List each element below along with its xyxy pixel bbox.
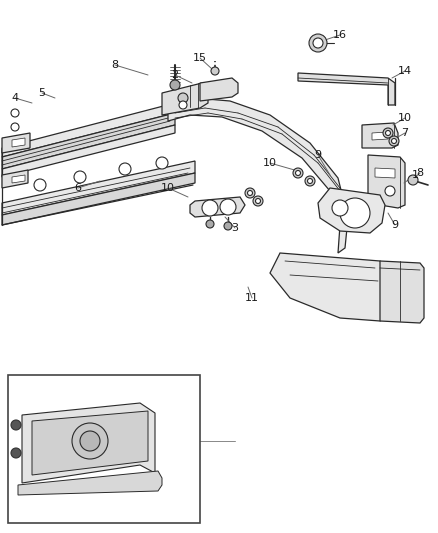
Circle shape (332, 200, 348, 216)
Text: 9: 9 (392, 220, 399, 230)
Polygon shape (2, 161, 195, 215)
Polygon shape (12, 175, 25, 183)
Text: 8: 8 (111, 60, 119, 70)
Text: 5: 5 (39, 88, 46, 98)
Circle shape (247, 190, 252, 196)
Text: 7: 7 (402, 128, 409, 138)
Text: 1: 1 (411, 170, 418, 180)
Circle shape (74, 171, 86, 183)
Text: 10: 10 (398, 113, 412, 123)
Polygon shape (2, 170, 28, 188)
Bar (8, 375, 200, 523)
Circle shape (293, 168, 303, 178)
Text: 3: 3 (232, 223, 239, 233)
Polygon shape (190, 197, 245, 217)
Polygon shape (2, 133, 30, 153)
Circle shape (34, 179, 46, 191)
Circle shape (119, 163, 131, 175)
Polygon shape (372, 132, 388, 140)
Polygon shape (12, 138, 25, 147)
Circle shape (11, 123, 19, 131)
Circle shape (383, 128, 393, 138)
Text: 2: 2 (171, 70, 179, 80)
Circle shape (296, 171, 300, 175)
Circle shape (80, 431, 100, 451)
Circle shape (385, 186, 395, 196)
Circle shape (178, 93, 188, 103)
Text: 6: 6 (74, 183, 81, 193)
Circle shape (211, 67, 219, 75)
Polygon shape (380, 261, 424, 323)
Circle shape (156, 157, 168, 169)
Circle shape (72, 423, 108, 459)
Polygon shape (2, 173, 195, 225)
Polygon shape (375, 168, 395, 178)
Circle shape (408, 175, 418, 185)
Circle shape (11, 109, 19, 117)
Polygon shape (318, 188, 385, 233)
Polygon shape (32, 411, 148, 475)
Polygon shape (2, 103, 175, 157)
Polygon shape (2, 125, 175, 177)
Circle shape (206, 220, 214, 228)
Circle shape (305, 176, 315, 186)
Text: 4: 4 (11, 93, 18, 103)
Text: 14: 14 (398, 66, 412, 76)
Circle shape (179, 101, 187, 109)
Circle shape (389, 136, 399, 146)
Polygon shape (168, 98, 348, 253)
Text: 15: 15 (193, 53, 207, 63)
Text: 11: 11 (245, 293, 259, 303)
Circle shape (245, 188, 255, 198)
Text: 8: 8 (417, 168, 424, 178)
Circle shape (170, 80, 180, 90)
Circle shape (11, 448, 21, 458)
Circle shape (11, 420, 21, 430)
Polygon shape (162, 83, 208, 115)
Circle shape (202, 200, 218, 216)
Circle shape (224, 222, 232, 230)
Circle shape (307, 179, 312, 183)
Circle shape (253, 196, 263, 206)
Circle shape (385, 131, 391, 135)
Polygon shape (270, 253, 395, 321)
Text: 16: 16 (333, 30, 347, 40)
Polygon shape (298, 73, 395, 105)
Text: 10: 10 (161, 183, 175, 193)
Polygon shape (368, 155, 405, 208)
Circle shape (313, 38, 323, 48)
Polygon shape (2, 113, 175, 169)
Text: 9: 9 (314, 150, 321, 160)
Text: 10: 10 (263, 158, 277, 168)
Polygon shape (362, 123, 398, 148)
Polygon shape (200, 78, 238, 101)
Polygon shape (22, 403, 155, 483)
Circle shape (220, 199, 236, 215)
Polygon shape (18, 471, 162, 495)
Circle shape (340, 198, 370, 228)
Circle shape (309, 34, 327, 52)
Circle shape (392, 139, 396, 143)
Circle shape (255, 198, 261, 204)
